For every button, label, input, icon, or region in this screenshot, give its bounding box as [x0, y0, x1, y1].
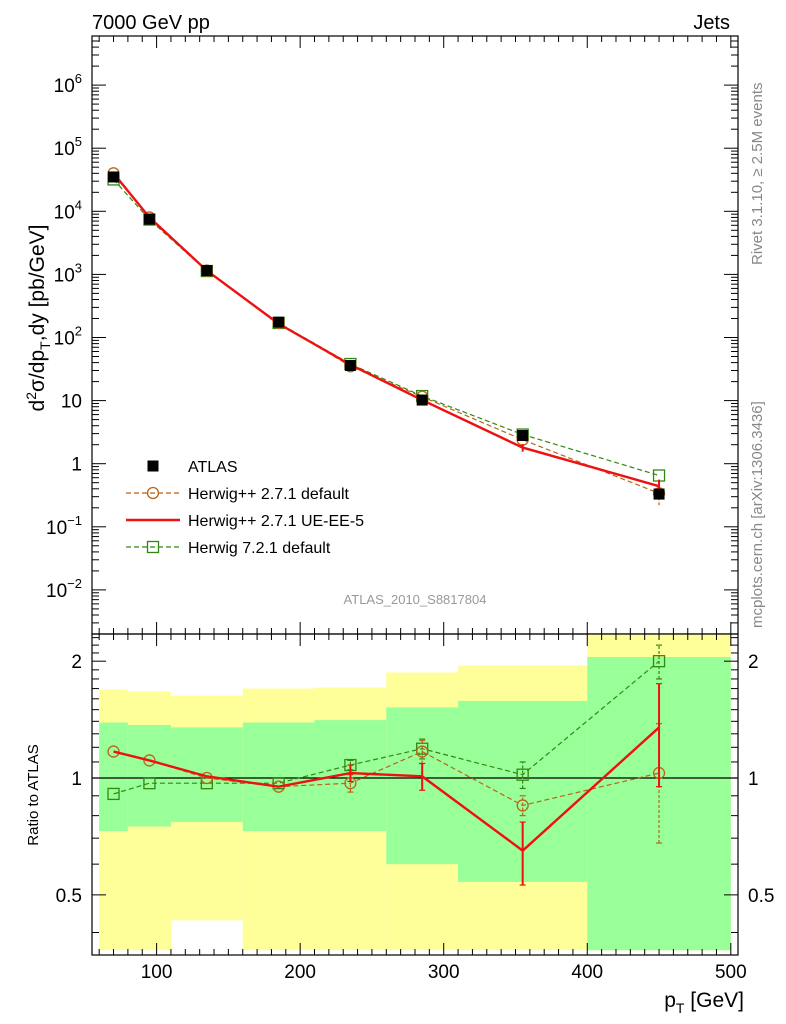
- x-tick-label: 100: [141, 962, 173, 983]
- ratio-point-herwig721: [272, 777, 285, 790]
- ratio-tick-label-left: 2: [71, 652, 82, 673]
- ratio-series-herwigpp_ueee5: [113, 683, 663, 886]
- y-tick-label: 10−2: [46, 576, 82, 602]
- ratio-point-herwigpp_default: [516, 799, 529, 812]
- series-line-herwigpp_ueee5: [112, 172, 660, 488]
- mcplots-label: mcplots.cern.ch [arXiv:1306.3436]: [749, 401, 766, 628]
- band-inner-bin: [242, 722, 315, 832]
- data-point-atlas: [273, 316, 285, 328]
- main-y-axis-label: d2σ/dpT,dy [pb/GeV]: [23, 225, 53, 412]
- ratio-point-herwig721: [143, 777, 156, 790]
- legend-entry-herwigpp_ueee5: Herwig++ 2.7.1 UE-EE-5: [126, 513, 364, 530]
- ratio-point-herwig721: [652, 655, 666, 668]
- legend-label: ATLAS: [188, 459, 238, 476]
- ratio-bands: [99, 634, 731, 951]
- ratio-panel: 100 200 300 400 500 0.5 0.5 1 1 2 2: [56, 633, 774, 983]
- series-line-herwigpp_default: [113, 172, 660, 494]
- legend-marker: [146, 486, 160, 500]
- main-panel: 10−2 10−1 1 10 102 103 104 105 106: [46, 35, 739, 635]
- analysis-label: ATLAS_2010_S8817804: [344, 592, 487, 607]
- data-point-atlas: [517, 429, 529, 441]
- legend-marker: [147, 460, 159, 472]
- data-point-atlas: [344, 359, 356, 371]
- legend-entry-herwig721: Herwig 7.2.1 default: [126, 540, 331, 557]
- ratio-tick-label-left: 0.5: [56, 886, 82, 907]
- header-left: 7000 GeV pp: [92, 12, 210, 34]
- data-point-atlas: [416, 394, 428, 406]
- legend-entry-herwigpp_default: Herwig++ 2.7.1 default: [126, 486, 350, 503]
- y-tick-label: 105: [54, 134, 82, 160]
- series-line-herwig721: [113, 179, 660, 477]
- y-tick-label: 103: [54, 260, 82, 286]
- ratio-y-axis-label: Ratio to ATLAS: [25, 744, 42, 845]
- ratio-series-herwig721: [107, 644, 666, 801]
- band-inner-bin: [99, 722, 128, 832]
- legend-marker: [146, 540, 160, 554]
- ratio-tick-label-left: 1: [71, 769, 82, 790]
- legend-label: Herwig 7.2.1 default: [188, 540, 331, 557]
- ratio-point-herwigpp_default: [107, 745, 120, 758]
- data-point-atlas: [653, 488, 665, 500]
- data-point-atlas: [201, 265, 213, 277]
- legend: ATLAS Herwig++ 2.7.1 default Herwig++ 2.7.…: [126, 459, 364, 557]
- series-herwigpp_ueee5: [112, 172, 661, 495]
- data-point-atlas: [143, 213, 155, 225]
- band-inner-bin: [170, 727, 243, 823]
- data-point-atlas: [108, 171, 120, 183]
- rivet-label: Rivet 3.1.10, ≥ 2.5M events: [749, 83, 766, 266]
- series-herwig721: [107, 173, 666, 482]
- y-tick-label: 104: [54, 197, 82, 223]
- ratio-point-herwig721: [516, 768, 529, 781]
- series-herwigpp_default: [107, 167, 666, 506]
- ratio-tick-label-right: 2: [748, 652, 759, 673]
- y-tick-label: 10−1: [46, 513, 82, 539]
- legend-label: Herwig++ 2.7.1 UE-EE-5: [188, 513, 364, 530]
- data-point-herwig721: [652, 469, 666, 482]
- x-tick-label: 300: [428, 962, 460, 983]
- legend-label: Herwig++ 2.7.1 default: [188, 486, 350, 503]
- ratio-tick-label-right: 0.5: [748, 886, 774, 907]
- y-tick-label: 102: [54, 323, 82, 349]
- y-tick-label: 10: [61, 392, 82, 413]
- header-right: Jets: [693, 12, 730, 34]
- legend-entry-atlas: ATLAS: [147, 459, 238, 476]
- y-tick-label: 1: [71, 455, 82, 476]
- band-inner-bin: [127, 724, 171, 827]
- ratio-tick-label-right: 1: [748, 769, 759, 790]
- series-atlas: [108, 171, 665, 500]
- ratio-line-herwigpp_ueee5: [113, 726, 660, 853]
- ratio-point-herwig721: [107, 787, 120, 801]
- x-tick-label: 200: [284, 962, 316, 983]
- ratio-point-herwigpp_default: [143, 754, 156, 767]
- y-tick-label: 106: [54, 71, 82, 97]
- ratio-point-herwigpp_default: [416, 745, 429, 758]
- x-tick-label: 500: [715, 962, 747, 983]
- x-tick-label: 400: [571, 962, 603, 983]
- ratio-line-herwig721: [113, 660, 660, 795]
- x-axis-label: pT [GeV]: [664, 989, 744, 1016]
